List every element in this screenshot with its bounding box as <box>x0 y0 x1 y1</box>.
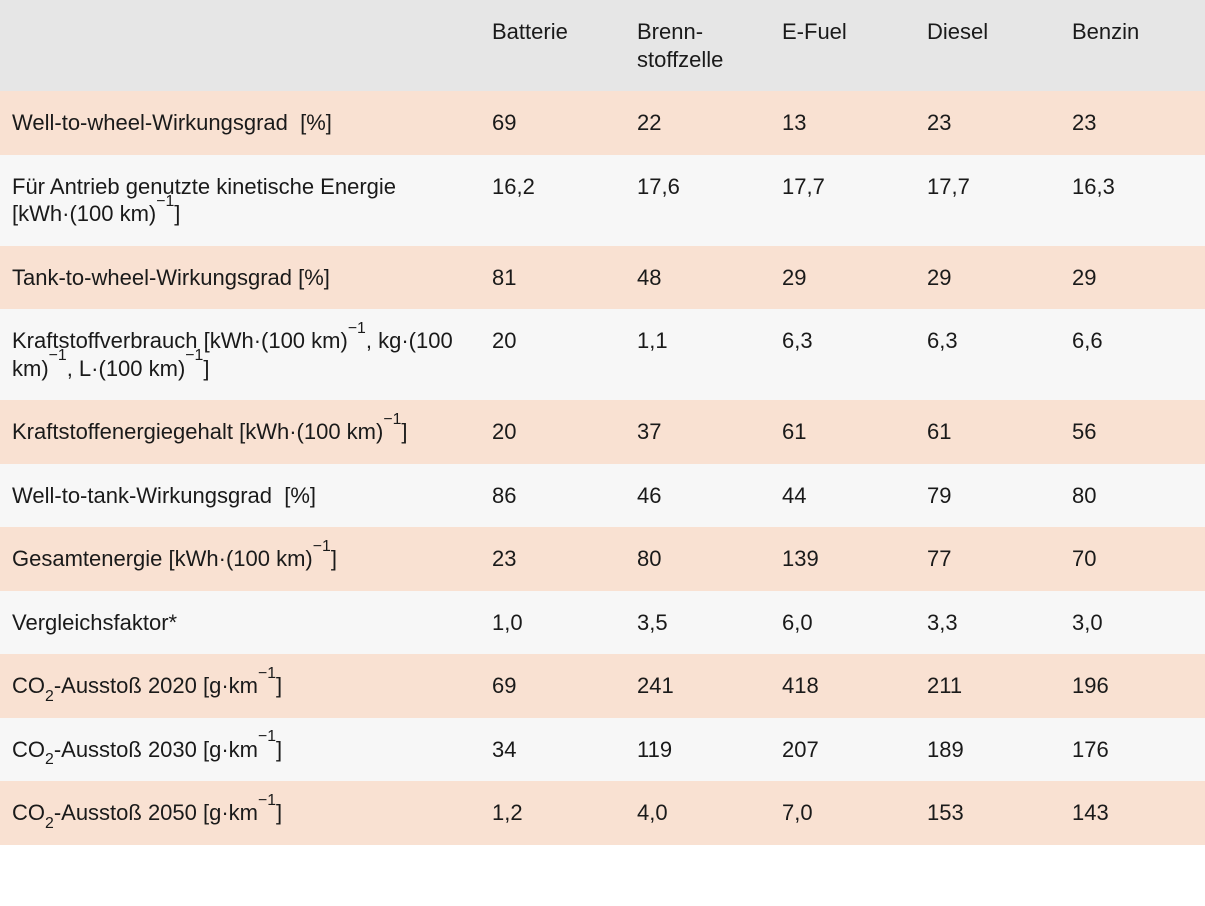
col-header-batterie: Batterie <box>480 0 625 91</box>
cell-value: 23 <box>915 91 1060 155</box>
cell-value: 16,3 <box>1060 155 1205 246</box>
comparison-table-wrap: Batterie Brenn­stoffzelle E-Fuel Diesel … <box>0 0 1205 845</box>
cell-value: 17,7 <box>915 155 1060 246</box>
cell-value: 20 <box>480 309 625 400</box>
cell-value: 153 <box>915 781 1060 845</box>
cell-value: 3,3 <box>915 591 1060 655</box>
cell-value: 13 <box>770 91 915 155</box>
cell-value: 23 <box>1060 91 1205 155</box>
table-row: Vergleichsfaktor*1,03,56,03,33,0 <box>0 591 1205 655</box>
cell-value: 3,0 <box>1060 591 1205 655</box>
cell-value: 56 <box>1060 400 1205 464</box>
col-header-benzin: Benzin <box>1060 0 1205 91</box>
table-row: Kraftstoffenergiegehalt [kWh·(100 km)−1]… <box>0 400 1205 464</box>
cell-value: 20 <box>480 400 625 464</box>
table-row: Gesamtenergie [kWh·(100 km)−1]2380139777… <box>0 527 1205 591</box>
table-row: Well-to-wheel-Wirkungsgrad [%]6922132323 <box>0 91 1205 155</box>
cell-value: 189 <box>915 718 1060 782</box>
cell-value: 37 <box>625 400 770 464</box>
cell-value: 23 <box>480 527 625 591</box>
col-header-label <box>0 0 480 91</box>
cell-value: 29 <box>770 246 915 310</box>
cell-value: 241 <box>625 654 770 718</box>
cell-value: 6,0 <box>770 591 915 655</box>
cell-value: 6,6 <box>1060 309 1205 400</box>
row-label: Well-to-wheel-Wirkungsgrad [%] <box>0 91 480 155</box>
cell-value: 6,3 <box>770 309 915 400</box>
row-label: Gesamtenergie [kWh·(100 km)−1] <box>0 527 480 591</box>
table-header: Batterie Brenn­stoffzelle E-Fuel Diesel … <box>0 0 1205 91</box>
row-label: Für Antrieb genutzte kinetische Energie … <box>0 155 480 246</box>
cell-value: 79 <box>915 464 1060 528</box>
cell-value: 80 <box>625 527 770 591</box>
cell-value: 119 <box>625 718 770 782</box>
comparison-table: Batterie Brenn­stoffzelle E-Fuel Diesel … <box>0 0 1205 845</box>
cell-value: 17,7 <box>770 155 915 246</box>
cell-value: 4,0 <box>625 781 770 845</box>
cell-value: 81 <box>480 246 625 310</box>
table-body: Well-to-wheel-Wirkungsgrad [%]6922132323… <box>0 91 1205 845</box>
cell-value: 44 <box>770 464 915 528</box>
cell-value: 34 <box>480 718 625 782</box>
cell-value: 69 <box>480 654 625 718</box>
cell-value: 3,5 <box>625 591 770 655</box>
cell-value: 207 <box>770 718 915 782</box>
table-row: CO2-Ausstoß 2030 [g·km−1]34119207189176 <box>0 718 1205 782</box>
row-label: CO2-Ausstoß 2030 [g·km−1] <box>0 718 480 782</box>
row-label: Tank-to-wheel-Wirkungsgrad [%] <box>0 246 480 310</box>
table-row: CO2-Ausstoß 2050 [g·km−1]1,24,07,0153143 <box>0 781 1205 845</box>
row-label: Well-to-tank-Wirkungsgrad [%] <box>0 464 480 528</box>
cell-value: 86 <box>480 464 625 528</box>
cell-value: 418 <box>770 654 915 718</box>
cell-value: 48 <box>625 246 770 310</box>
cell-value: 61 <box>915 400 1060 464</box>
col-header-brennstoffzelle: Brenn­stoffzelle <box>625 0 770 91</box>
cell-value: 80 <box>1060 464 1205 528</box>
cell-value: 1,0 <box>480 591 625 655</box>
cell-value: 69 <box>480 91 625 155</box>
row-label: Kraftstoffverbrauch [kWh·(100 km)−1, kg·… <box>0 309 480 400</box>
cell-value: 22 <box>625 91 770 155</box>
cell-value: 16,2 <box>480 155 625 246</box>
cell-value: 29 <box>915 246 1060 310</box>
cell-value: 211 <box>915 654 1060 718</box>
row-label: Vergleichsfaktor* <box>0 591 480 655</box>
cell-value: 196 <box>1060 654 1205 718</box>
cell-value: 17,6 <box>625 155 770 246</box>
table-row: Für Antrieb genutzte kinetische Energie … <box>0 155 1205 246</box>
cell-value: 176 <box>1060 718 1205 782</box>
row-label: CO2-Ausstoß 2020 [g·km−1] <box>0 654 480 718</box>
cell-value: 70 <box>1060 527 1205 591</box>
cell-value: 29 <box>1060 246 1205 310</box>
col-header-diesel: Diesel <box>915 0 1060 91</box>
table-row: Tank-to-wheel-Wirkungsgrad [%]8148292929 <box>0 246 1205 310</box>
row-label: Kraftstoffenergiegehalt [kWh·(100 km)−1] <box>0 400 480 464</box>
col-header-efuel: E-Fuel <box>770 0 915 91</box>
cell-value: 7,0 <box>770 781 915 845</box>
cell-value: 143 <box>1060 781 1205 845</box>
table-row: CO2-Ausstoß 2020 [g·km−1]69241418211196 <box>0 654 1205 718</box>
cell-value: 46 <box>625 464 770 528</box>
table-row: Well-to-tank-Wirkungsgrad [%]8646447980 <box>0 464 1205 528</box>
cell-value: 6,3 <box>915 309 1060 400</box>
cell-value: 1,2 <box>480 781 625 845</box>
table-row: Kraftstoffverbrauch [kWh·(100 km)−1, kg·… <box>0 309 1205 400</box>
cell-value: 1,1 <box>625 309 770 400</box>
row-label: CO2-Ausstoß 2050 [g·km−1] <box>0 781 480 845</box>
cell-value: 61 <box>770 400 915 464</box>
cell-value: 139 <box>770 527 915 591</box>
cell-value: 77 <box>915 527 1060 591</box>
